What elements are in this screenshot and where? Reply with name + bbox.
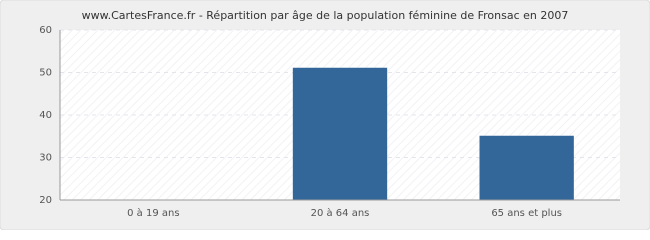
y-tick-label: 50 (39, 68, 52, 79)
y-tick-label: 30 (39, 153, 52, 164)
y-tick-label: 20 (39, 195, 52, 206)
y-tick-label: 60 (39, 25, 52, 36)
bar (292, 67, 388, 201)
bar (479, 135, 574, 201)
x-tick-label: 65 ans et plus (491, 208, 562, 219)
y-tick-label: 40 (39, 110, 52, 121)
chart-title: www.CartesFrance.fr - Répartition par âg… (82, 9, 569, 22)
x-tick-label: 20 à 64 ans (311, 207, 370, 219)
x-tick-label: 0 à 19 ans (127, 207, 179, 219)
chart: www.CartesFrance.fr - Répartition par âg… (0, 0, 650, 230)
